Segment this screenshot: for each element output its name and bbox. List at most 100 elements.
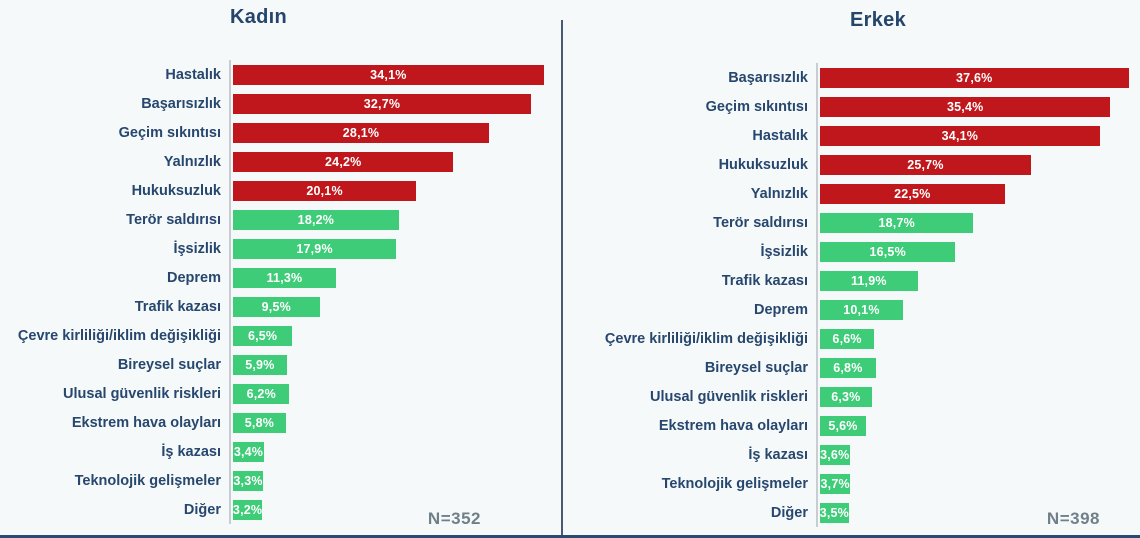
bar-track: 9,5%: [229, 292, 561, 321]
bar-green: 5,9%: [233, 354, 287, 375]
bar-track: 3,3%: [229, 466, 561, 495]
bar-green: 10,1%: [820, 299, 903, 320]
category-label: İşsizlik: [173, 240, 221, 257]
bar-green: 3,4%: [233, 441, 264, 462]
bar-red: 28,1%: [233, 122, 490, 143]
bar-track: 18,2%: [229, 205, 561, 234]
bar-row: Bireysel suçlar 5,9%: [0, 350, 561, 379]
chart-title-kadin: Kadın: [229, 6, 288, 28]
bar-red: 37,6%: [820, 67, 1129, 88]
bar-row: Deprem 11,3%: [0, 263, 561, 292]
bar-row: Başarısızlık 37,6%: [563, 63, 1140, 92]
bar-track: 3,7%: [816, 469, 1140, 498]
category-label: Hastalık: [165, 66, 221, 83]
category-label: Ulusal güvenlik riskleri: [650, 388, 808, 405]
category-label: Çevre kirliliği/iklim değişikliği: [604, 330, 808, 347]
bar-row: Ekstrem hava olayları 5,6%: [563, 411, 1140, 440]
bar-green: 5,8%: [233, 412, 286, 433]
category-label: Diğer: [183, 501, 221, 518]
bar-track: 35,4%: [816, 92, 1140, 121]
bar-green: 6,5%: [233, 325, 293, 346]
category-label: İş kazası: [161, 443, 221, 460]
panel-divider-line: [561, 20, 563, 538]
value-label: 24,2%: [325, 154, 362, 169]
value-label: 20,1%: [306, 183, 343, 198]
bar-row: İşsizlik 16,5%: [563, 237, 1140, 266]
bar-row: Trafik kazası 9,5%: [0, 292, 561, 321]
bar-row: Trafik kazası 11,9%: [563, 266, 1140, 295]
bar-track: 20,1%: [229, 176, 561, 205]
category-label: Trafik kazası: [721, 272, 808, 289]
value-label: 25,7%: [907, 157, 944, 172]
bar-row: Ulusal güvenlik riskleri 6,2%: [0, 379, 561, 408]
value-label: 18,7%: [878, 215, 915, 230]
value-label: 17,9%: [296, 241, 333, 256]
category-label: Yalnızlık: [750, 185, 808, 202]
bar-green: 3,2%: [232, 499, 263, 520]
bar-track: 17,9%: [229, 234, 561, 263]
bar-green: 6,2%: [233, 383, 290, 404]
sample-size-erkek: N=398: [1046, 509, 1100, 528]
bar-row: Çevre kirliliği/iklim değişikliği 6,5%: [0, 321, 561, 350]
bar-rows-kadin: Hastalık 34,1% Başarısızlık 32,7% Geçim sıkı…: [0, 60, 561, 524]
category-label: Hastalık: [752, 127, 808, 144]
bar-green: 9,5%: [233, 296, 320, 317]
category-label: Terör saldırısı: [713, 214, 808, 231]
category-label: İş kazası: [748, 446, 808, 463]
chart-panel-erkek: Erkek Başarısızlık 37,6% Geçim sıkıntısı 35…: [563, 0, 1140, 538]
category-label: Ekstrem hava olayları: [71, 414, 221, 431]
category-label: Geçim sıkıntısı: [118, 124, 221, 141]
bar-red: 34,1%: [820, 125, 1100, 146]
bar-row: İş kazası 3,6%: [563, 440, 1140, 469]
value-label: 6,8%: [833, 360, 863, 375]
bar-track: 24,2%: [229, 147, 561, 176]
category-label: Diğer: [770, 504, 808, 521]
bar-track: 3,5%: [816, 498, 1140, 527]
bar-row: Terör saldırısı 18,7%: [563, 208, 1140, 237]
bar-green: 17,9%: [233, 238, 397, 259]
category-label: İşsizlik: [760, 243, 808, 260]
bar-track: 3,2%: [229, 495, 561, 524]
value-label: 3,2%: [232, 502, 263, 517]
bar-row: Hastalık 34,1%: [0, 60, 561, 89]
bar-track: 37,6%: [816, 63, 1140, 92]
value-label: 32,7%: [363, 96, 401, 111]
bar-row: Diğer 3,2%: [0, 495, 561, 524]
value-label: 34,1%: [370, 67, 407, 82]
bar-green: 3,5%: [820, 502, 849, 523]
value-label: 34,1%: [941, 128, 979, 143]
bar-track: 34,1%: [229, 60, 561, 89]
bar-track: 25,7%: [816, 150, 1140, 179]
value-label: 18,2%: [297, 212, 335, 227]
chart-title-erkek: Erkek: [850, 9, 906, 31]
bar-track: 6,2%: [229, 379, 561, 408]
bar-row: Hukuksuzluk 25,7%: [563, 150, 1140, 179]
sample-size-kadin: N=352: [427, 509, 481, 528]
bar-row: Yalnızlık 22,5%: [563, 179, 1140, 208]
bar-green: 3,3%: [233, 470, 264, 491]
category-label: Terör saldırısı: [126, 211, 221, 228]
bar-red: 35,4%: [820, 96, 1111, 117]
bar-track: 6,5%: [229, 321, 561, 350]
value-label: 3,3%: [233, 473, 263, 488]
bar-row: Yalnızlık 24,2%: [0, 147, 561, 176]
value-label: 3,7%: [820, 476, 850, 491]
bar-row: Ekstrem hava olayları 5,8%: [0, 408, 561, 437]
category-label: Başarısızlık: [141, 95, 221, 112]
bar-track: 6,3%: [816, 382, 1140, 411]
bar-track: 16,5%: [816, 237, 1140, 266]
bar-red: 32,7%: [233, 93, 531, 114]
bar-row: Hastalık 34,1%: [563, 121, 1140, 150]
value-label: 35,4%: [947, 99, 984, 114]
category-label: Deprem: [167, 269, 221, 286]
bar-track: 6,6%: [816, 324, 1140, 353]
bar-green: 11,9%: [820, 270, 918, 291]
bar-green: 18,7%: [820, 212, 974, 233]
bar-track: 5,8%: [229, 408, 561, 437]
bar-row: Terör saldırısı 18,2%: [0, 205, 561, 234]
category-label: Trafik kazası: [134, 298, 221, 315]
bar-row: İş kazası 3,4%: [0, 437, 561, 466]
category-label: Hukuksuzluk: [131, 182, 221, 199]
value-label: 6,3%: [831, 389, 861, 404]
value-label: 22,5%: [894, 186, 931, 201]
